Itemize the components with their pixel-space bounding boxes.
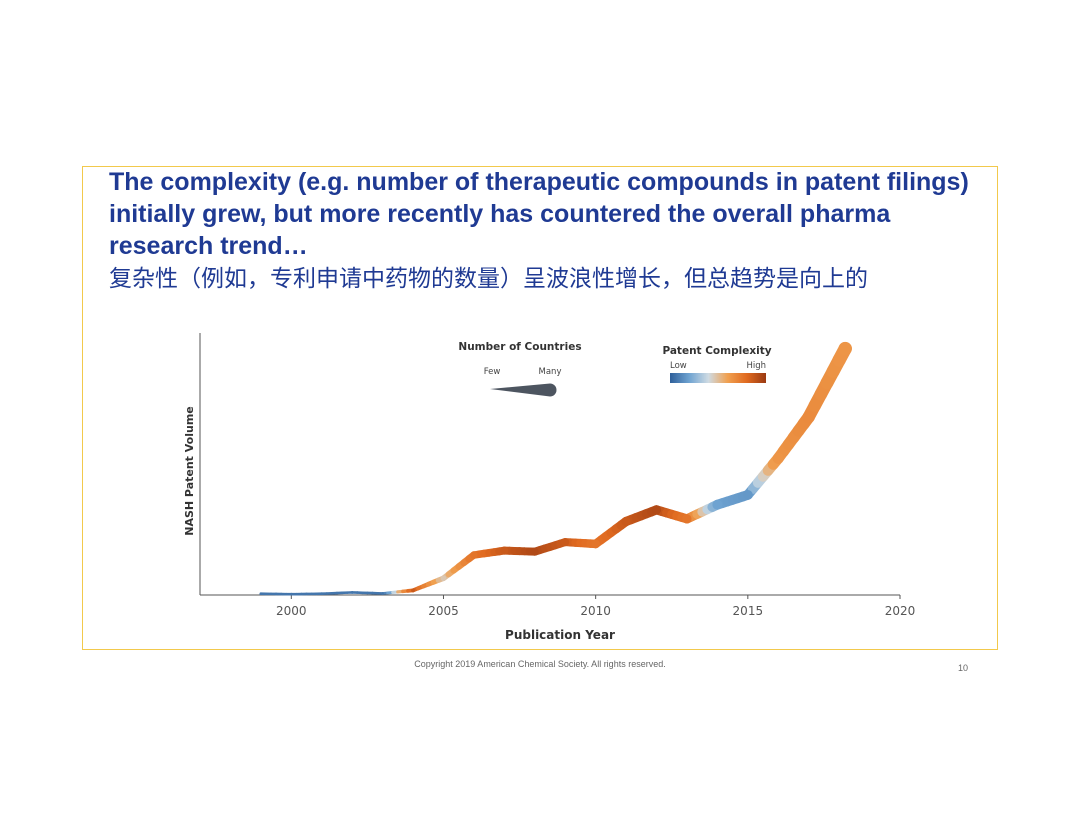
size-legend-many: Many — [539, 367, 562, 377]
data-point — [259, 592, 263, 596]
patent-volume-chart: 2000 2005 2010 2015 2020 Publication Year NASH… — [183, 333, 916, 642]
data-point — [591, 539, 600, 549]
y-axis-title: NASH Patent Volume — [183, 406, 196, 536]
data-point — [742, 489, 753, 500]
data-point — [411, 588, 415, 593]
data-point — [561, 538, 570, 547]
slide-frame — [82, 166, 998, 650]
x-tick-label: 2010 — [580, 604, 611, 618]
size-legend-wedge — [490, 383, 557, 397]
size-legend-title: Number of Countries — [458, 341, 581, 353]
color-legend-high: High — [746, 361, 766, 371]
slide-title-zh: 复杂性（例如，专利申请中药物的数量）呈波浪性增长，但总趋势是向上的 — [109, 266, 868, 292]
data-point — [470, 551, 478, 559]
data-point — [381, 592, 384, 595]
data-point — [802, 410, 815, 424]
copyright-notice: Copyright 2019 American Chemical Society… — [414, 659, 666, 669]
data-point — [651, 505, 662, 515]
x-tick-label: 2000 — [276, 604, 307, 618]
size-legend-few: Few — [484, 367, 501, 377]
x-tick-label: 2015 — [733, 604, 764, 618]
data-point — [290, 592, 293, 596]
data-point — [500, 546, 509, 555]
data-point — [712, 499, 723, 510]
data-point — [440, 575, 447, 582]
data-point — [682, 514, 692, 524]
color-legend-bar — [670, 373, 766, 383]
x-axis-title: Publication Year — [505, 628, 615, 642]
color-legend-low: Low — [670, 361, 687, 371]
data-point — [838, 341, 852, 356]
x-tick-label: 2020 — [885, 604, 916, 618]
x-tick-label: 2005 — [428, 604, 459, 618]
data-point — [320, 592, 324, 596]
data-point — [350, 591, 354, 594]
data-point — [772, 452, 784, 464]
color-legend-title: Patent Complexity — [662, 345, 771, 357]
data-point — [530, 547, 539, 556]
slide-title-en: The complexity (e.g. number of therapeut… — [109, 168, 969, 260]
data-point — [621, 516, 631, 527]
page-number: 10 — [958, 663, 969, 673]
